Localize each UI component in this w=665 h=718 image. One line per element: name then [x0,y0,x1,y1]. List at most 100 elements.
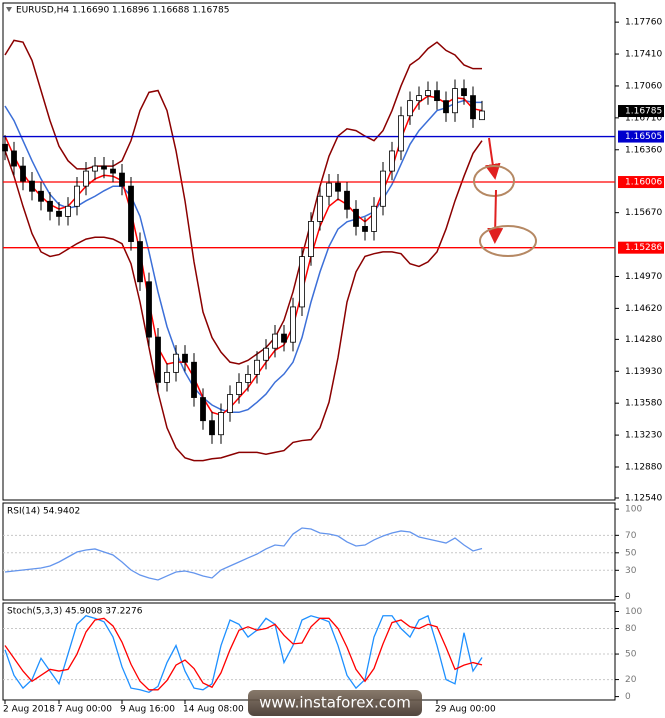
candle-body [434,90,440,102]
candle-body [92,165,98,172]
y-tick-label: 1.16710 [625,113,662,123]
candle-body [452,88,458,114]
level-label-box [618,176,664,189]
candle-body [110,168,116,174]
y-tick-label: 1.13930 [625,367,662,377]
y-tick-label: 1.16360 [625,145,662,155]
candle-body [128,185,134,242]
candle-body [74,185,80,207]
annotations [473,137,537,257]
candle-body [335,182,341,192]
candle-body [164,371,170,383]
x-tick-label: 14 Aug 08:00 [183,705,244,715]
target-circle [479,225,537,257]
candle-body [371,205,377,232]
watermark: www.instaforex.com [259,694,411,712]
indicator-line [4,39,482,365]
y-tick-label: 1.13230 [625,431,662,441]
indicator-line [4,617,483,691]
panel-title: Stoch(5,3,3) 45.9008 37.2276 [7,607,143,617]
candle-body [11,150,17,167]
x-tick-label: 29 Aug 00:00 [435,705,496,715]
candle-body [254,359,260,375]
candle-body [245,373,251,383]
x-tick-label: 2 Aug 2018 [3,705,55,715]
candle-body [443,100,449,114]
watermark-box [248,690,422,716]
candle-body [308,221,314,258]
candle-body [299,256,305,308]
y-tick-label: 50 [625,650,637,660]
level-label-box [618,241,664,254]
candle-body [326,182,332,197]
candle-body [389,150,395,172]
y-tick-label: 1.12880 [625,463,662,473]
rsi-panel [2,502,616,601]
candle-body [227,394,233,413]
level-label: 1.15286 [625,243,662,253]
candle-body [191,361,197,398]
title-icon [6,7,12,12]
plot-layer: EURUSD,H4 1.16690 1.16896 1.16688 1.1678… [2,6,664,715]
level-label-box [618,130,664,143]
chart-title: EURUSD,H4 1.16690 1.16896 1.16688 1.1678… [16,6,229,16]
candle-body [209,420,215,436]
indicator-line [4,99,482,414]
y-tick-label: 1.13580 [625,399,662,409]
candle-body [236,382,242,395]
candle-body [470,95,476,120]
y-tick-label: 1.12540 [625,493,662,503]
y-tick-label: 1.14970 [625,272,662,282]
candle-body [353,208,359,227]
arrow [487,189,504,244]
candle-body [479,110,485,121]
y-tick-label: 50 [625,548,637,558]
candle-body [416,95,422,102]
candle-body [407,100,413,117]
candle-body [272,333,278,349]
candle-body [146,281,152,338]
candle-body [173,353,179,373]
indicator-line [4,614,483,694]
y-tick-label: 1.17760 [625,18,662,28]
y-tick-label: 1.15670 [625,208,662,218]
y-tick-label: 70 [625,531,637,541]
target-circle [473,165,515,197]
candle-body [155,336,161,383]
candle-body [38,190,44,202]
candle-body [20,165,26,182]
candle-body [461,88,467,97]
candle-body [56,210,62,217]
y-tick-label: 100 [625,607,642,617]
candle-body [380,170,386,207]
candle-body [200,397,206,422]
stoch-panel [2,602,616,701]
x-tick-label: 7 Aug 00:00 [57,705,112,715]
y-tick-label: 80 [625,624,637,634]
candle-body [101,165,107,170]
level-label: 1.16006 [625,178,662,188]
candle-body [344,190,350,210]
level-label: 1.16505 [625,132,662,142]
y-tick-label: 1.14280 [625,335,662,345]
candle-body [398,115,404,152]
indicator-line [4,140,483,462]
arrow [484,137,501,180]
candle-body [218,412,224,436]
candle-body [65,205,71,217]
y-tick-label: 1.14620 [625,304,662,314]
candle-body [137,241,143,283]
price-label: 1.16785 [625,107,662,117]
candle-body [29,180,35,192]
y-tick-label: 1.17060 [625,81,662,91]
candle-body [263,347,269,361]
candle-body [425,90,431,97]
candle-body [83,170,89,187]
y-tick-label: 100 [625,505,642,515]
candle-body [119,172,125,187]
candle-body [362,226,368,232]
x-tick-label: 9 Aug 16:00 [120,705,175,715]
indicator-line [4,527,483,581]
